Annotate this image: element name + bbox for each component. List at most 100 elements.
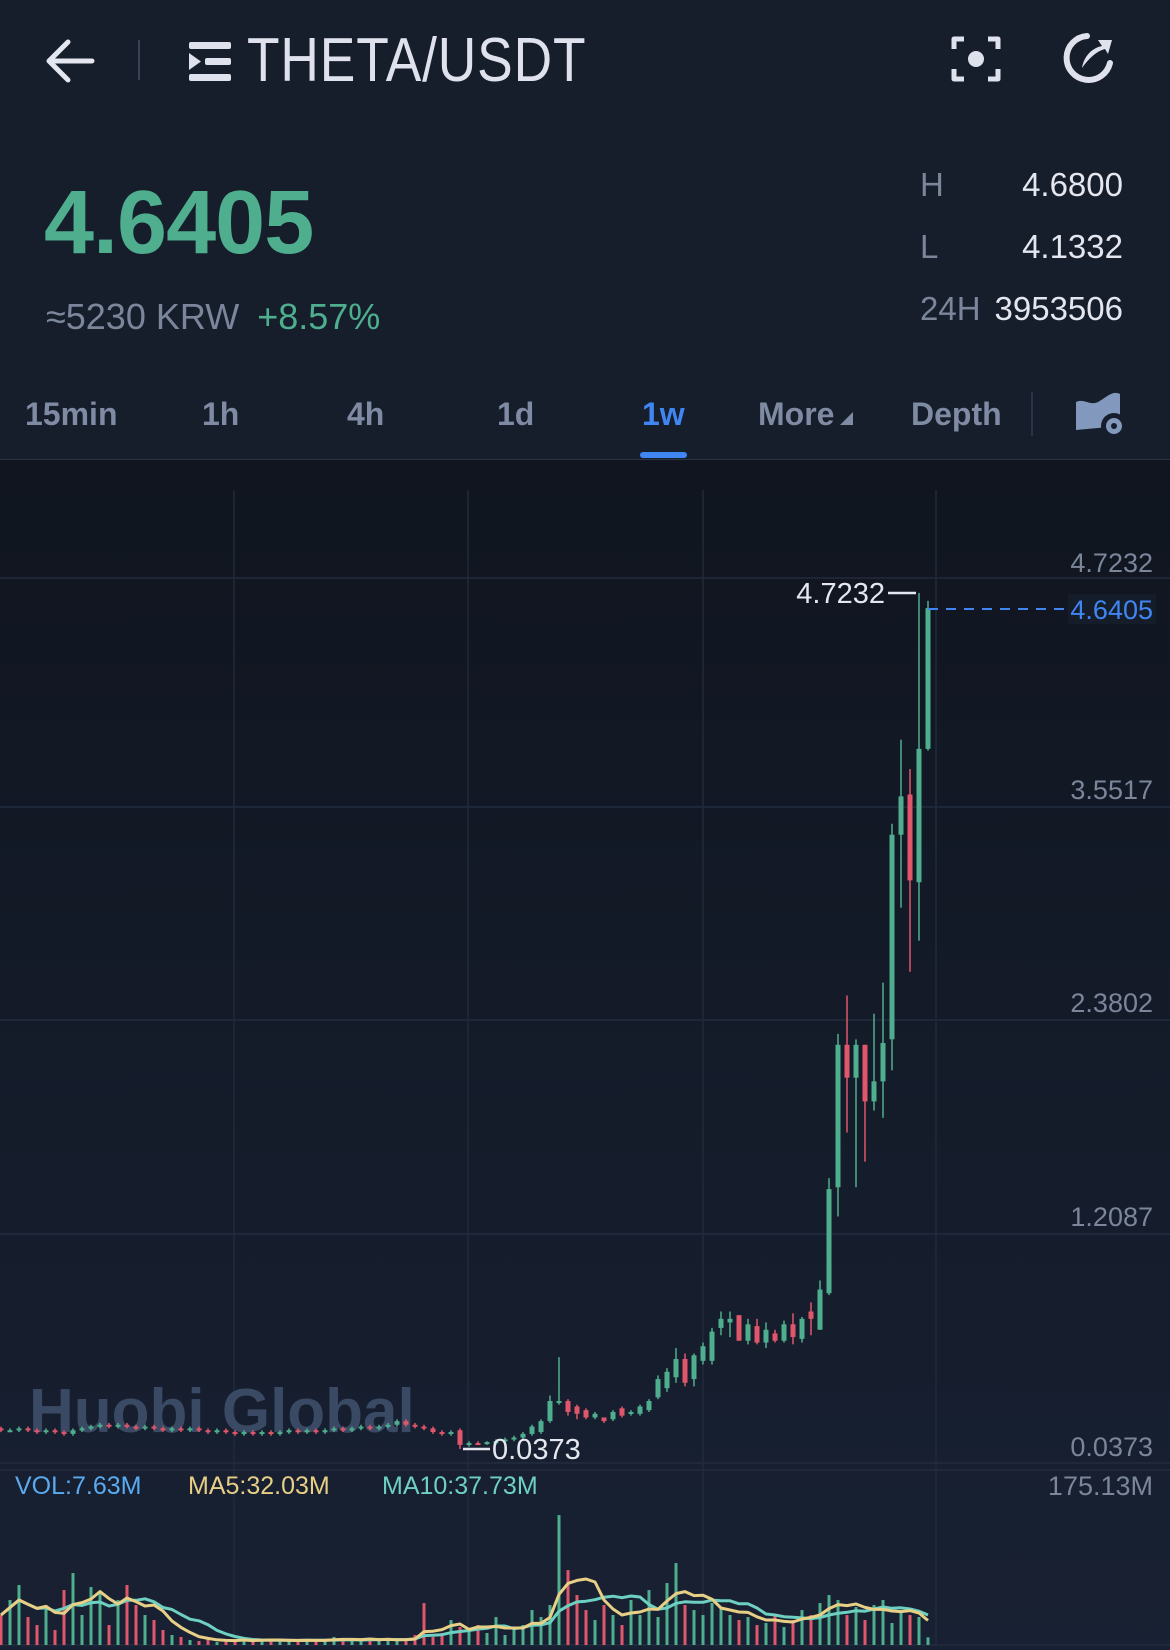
candle-body (430, 1428, 436, 1433)
candle-body (655, 1379, 661, 1398)
candle (268, 1430, 274, 1436)
pair-title[interactable]: THETA/USDT (247, 26, 587, 95)
chart-settings-button[interactable] (1074, 390, 1128, 439)
candle (277, 1430, 283, 1436)
back-button[interactable] (40, 36, 100, 86)
candle (772, 1329, 778, 1343)
candle-body (250, 1432, 256, 1435)
vol-legend: VOL:7.63M (15, 1472, 141, 1500)
tab-1w[interactable]: 1w (642, 396, 685, 432)
volume-bar (134, 1605, 138, 1645)
volume-bar (638, 1615, 642, 1645)
volume-ma-lines (0, 1577, 929, 1643)
axis-label-min: 0.0373 (1070, 1432, 1153, 1462)
candle-body (223, 1430, 229, 1433)
kline-chart[interactable]: Huobi Global 4.7232 4.6405 3.5517 2.3802… (0, 460, 1170, 1650)
tabs-bottom-border (0, 459, 1170, 460)
candle (466, 1441, 472, 1447)
candle (565, 1399, 571, 1416)
candle (637, 1404, 643, 1416)
candle-body (205, 1430, 211, 1433)
candle (907, 768, 913, 972)
tab-1d[interactable]: 1d (497, 396, 535, 432)
volume-bar (692, 1610, 696, 1645)
candle (457, 1428, 463, 1449)
candle (403, 1419, 409, 1427)
volume-bar (620, 1625, 624, 1645)
candle-body (583, 1410, 589, 1418)
tab-depth[interactable]: Depth (911, 396, 1002, 432)
candle (223, 1428, 229, 1434)
candle (439, 1430, 445, 1436)
candle (16, 1426, 22, 1433)
candle (727, 1311, 733, 1338)
low-label: L (920, 228, 939, 265)
volume-bar (602, 1605, 606, 1645)
candle-body (844, 1044, 850, 1078)
chart-settings-icon (1076, 392, 1127, 439)
volume-bar (458, 1627, 462, 1645)
share-button[interactable] (1060, 30, 1118, 88)
low-value: 4.1332 (1022, 228, 1123, 265)
volume-bar (494, 1617, 498, 1645)
high-value: 4.6800 (1022, 166, 1123, 203)
candle-body (466, 1443, 472, 1446)
screenshot-button[interactable] (950, 33, 1002, 85)
axis-label: 1.2087 (1070, 1202, 1153, 1232)
candle-body (412, 1424, 418, 1427)
last-price-tag (1068, 594, 1156, 624)
volume-bar (440, 1633, 444, 1645)
candle (547, 1395, 553, 1423)
candle-body (511, 1437, 517, 1440)
candle (475, 1441, 481, 1446)
candle (709, 1327, 715, 1365)
volume-bar (161, 1630, 165, 1645)
candle (259, 1430, 265, 1436)
volume-bar (26, 1617, 30, 1645)
candle (241, 1430, 247, 1436)
candle-body (925, 608, 931, 749)
tab-more[interactable]: More (758, 396, 854, 433)
pair-menu-button[interactable] (183, 36, 233, 86)
candle-body (808, 1311, 814, 1319)
candle (412, 1422, 418, 1429)
tab-15min[interactable]: 15min (25, 396, 118, 432)
volume-bar (521, 1625, 525, 1645)
volume-bar (125, 1585, 129, 1645)
candle (196, 1426, 202, 1433)
candle (322, 1428, 328, 1434)
candle (916, 593, 922, 941)
candle (88, 1424, 94, 1431)
candle (25, 1426, 31, 1433)
candle-body (601, 1417, 607, 1422)
candle-body (151, 1426, 157, 1429)
candle-body (682, 1358, 688, 1383)
volume-bar (314, 1640, 318, 1645)
watermark: Huobi Global (29, 1377, 415, 1446)
candle-body (709, 1331, 715, 1361)
volume-bar (746, 1617, 750, 1645)
candle-body (187, 1428, 193, 1431)
candle-body (7, 1430, 13, 1433)
candle (718, 1311, 724, 1336)
tab-4h[interactable]: 4h (347, 396, 385, 432)
candle (169, 1426, 175, 1433)
candle-body (70, 1430, 76, 1434)
candle (826, 1178, 832, 1296)
volume-bar (215, 1642, 219, 1645)
candle (925, 600, 931, 751)
candle (214, 1428, 220, 1434)
candle-body (592, 1413, 598, 1418)
volume-bar (53, 1630, 57, 1645)
candle (808, 1302, 814, 1336)
candle (898, 739, 904, 908)
volume-bar (791, 1620, 795, 1645)
candle-body (547, 1401, 553, 1422)
candle-body (124, 1424, 130, 1427)
tab-1h[interactable]: 1h (202, 396, 240, 432)
ma10-line (0, 1594, 929, 1642)
tab-1w-underline (640, 452, 687, 458)
volume-bar (98, 1593, 102, 1645)
candle (205, 1428, 211, 1434)
candle (394, 1419, 400, 1427)
